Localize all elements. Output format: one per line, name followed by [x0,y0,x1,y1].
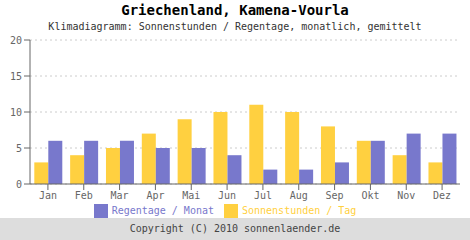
svg-text:Aug: Aug [290,190,308,201]
svg-text:Jan: Jan [39,190,57,201]
svg-text:Mar: Mar [111,190,129,201]
svg-text:5: 5 [16,143,22,154]
html-text:Regentage / Monat: Regentage / Monat [111,205,214,216]
svg-text:Nov: Nov [397,190,415,201]
html-text:Griechenland, Kamena-Vourla: Griechenland, Kamena-Vourla [121,2,349,18]
svg-text:Sep: Sep [326,190,344,201]
svg-text:Apr: Apr [146,190,164,201]
svg-text:Jul: Jul [254,190,272,201]
svg-text:Jun: Jun [218,190,236,201]
svg-text:0: 0 [16,179,22,190]
html-text:Copyright (C) 2010 sonnenlaend: Copyright (C) 2010 sonnenlaender.de [129,223,341,234]
html-text:Sonnenstunden / Tag: Sonnenstunden / Tag [242,205,357,216]
html-text:Klimadiagramm: Sonnenstunden /: Klimadiagramm: Sonnenstunden / Regentage… [48,21,422,32]
svg-text:15: 15 [10,71,22,82]
svg-text:10: 10 [10,107,22,118]
svg-text:20: 20 [10,35,22,46]
svg-text:Dez: Dez [433,190,451,201]
svg-text:Okt: Okt [361,190,379,201]
svg-text:Mai: Mai [182,190,200,201]
svg-text:Feb: Feb [75,190,93,201]
